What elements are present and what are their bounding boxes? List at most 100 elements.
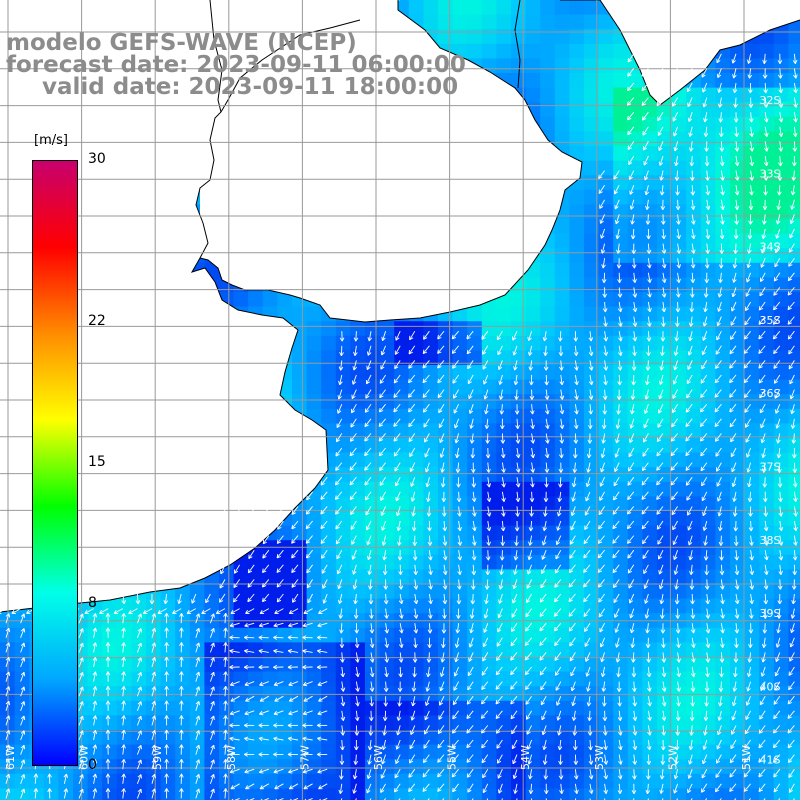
- wind-speed-cell: [452, 569, 468, 585]
- wind-speed-cell: [481, 14, 497, 30]
- wind-speed-cell: [700, 116, 716, 132]
- wind-speed-cell: [759, 189, 775, 205]
- colorbar-tick-label: 15: [88, 454, 106, 470]
- wind-speed-cell: [394, 540, 410, 556]
- wind-speed-cell: [554, 116, 570, 132]
- wind-speed-cell: [613, 306, 629, 322]
- wind-speed-cell: [408, 511, 424, 527]
- wind-speed-cell: [116, 730, 132, 746]
- latitude-label: 39S: [760, 607, 781, 620]
- wind-speed-cell: [686, 788, 702, 800]
- wind-speed-cell: [759, 160, 775, 176]
- wind-speed-cell: [525, 43, 541, 59]
- wind-speed-cell: [700, 262, 716, 278]
- wind-speed-cell: [730, 204, 746, 220]
- wind-speed-cell: [744, 292, 760, 308]
- wind-speed-cell: [452, 14, 468, 30]
- wind-speed-cell: [773, 146, 789, 162]
- wind-speed-cell: [569, 116, 585, 132]
- wind-speed-cell: [554, 262, 570, 278]
- wind-speed-cell: [540, 584, 556, 600]
- wind-speed-cell: [686, 102, 702, 118]
- wind-speed-cell: [759, 511, 775, 527]
- wind-speed-cell: [773, 277, 789, 293]
- wind-speed-cell: [423, 321, 439, 337]
- wind-speed-cell: [744, 87, 760, 103]
- wind-speed-cell: [277, 657, 293, 673]
- wind-speed-cell: [613, 131, 629, 147]
- wind-speed-cell: [657, 306, 673, 322]
- wind-speed-cell: [481, 29, 497, 45]
- wind-speed-cell: [773, 584, 789, 600]
- wind-speed-cell: [788, 189, 800, 205]
- wind-speed-cell: [248, 292, 264, 308]
- wind-speed-cell: [671, 204, 687, 220]
- wind-speed-cell: [686, 189, 702, 205]
- wind-speed-cell: [686, 394, 702, 410]
- wind-speed-cell: [496, 306, 512, 322]
- wind-speed-cell: [642, 204, 658, 220]
- wind-speed-cell: [467, 0, 483, 16]
- wind-speed-cell: [730, 569, 746, 585]
- wind-speed-cell: [759, 73, 775, 89]
- wind-speed-cell: [525, 773, 541, 789]
- wind-speed-cell: [467, 554, 483, 570]
- wind-speed-cell: [598, 788, 614, 800]
- wind-speed-cell: [379, 730, 395, 746]
- wind-speed-cell: [657, 116, 673, 132]
- latitude-label: 35S: [760, 314, 781, 327]
- wind-speed-cell: [788, 102, 800, 118]
- wind-speed-cell: [671, 219, 687, 235]
- wind-speed-cell: [584, 14, 600, 30]
- wind-speed-cell: [744, 219, 760, 235]
- wind-speed-cell: [379, 598, 395, 614]
- longitude-label: 55W: [446, 745, 459, 770]
- wind-speed-cell: [569, 759, 585, 775]
- wind-speed-cell: [569, 788, 585, 800]
- wind-speed-cell: [569, 292, 585, 308]
- longitude-label: 61W: [4, 745, 17, 770]
- wind-speed-cell: [423, 540, 439, 556]
- latitude-label: 38S: [760, 534, 781, 547]
- wind-speed-cell: [788, 233, 800, 249]
- wind-speed-cell: [321, 773, 337, 789]
- wind-speed-cell: [598, 686, 614, 702]
- latitude-label: 32S: [760, 94, 781, 107]
- wind-speed-cell: [292, 657, 308, 673]
- colorbar-tick-label: 8: [88, 595, 97, 612]
- wind-speed-cell: [467, 569, 483, 585]
- longitude-label: 52W: [666, 745, 679, 770]
- wind-speed-cell: [773, 160, 789, 176]
- wind-speed-cell: [773, 292, 789, 308]
- wind-speed-cell: [525, 29, 541, 45]
- wind-speed-cell: [335, 657, 351, 673]
- wind-speed-cell: [496, 642, 512, 658]
- wind-speed-cell: [584, 146, 600, 162]
- wind-speed-cell: [146, 686, 162, 702]
- wind-speed-cell: [467, 306, 483, 322]
- wind-speed-cell: [700, 219, 716, 235]
- wind-speed-cell: [554, 365, 570, 381]
- wind-speed-cell: [525, 73, 541, 89]
- wind-speed-cell: [730, 131, 746, 147]
- wind-speed-cell: [467, 686, 483, 702]
- wind-speed-cell: [306, 394, 322, 410]
- wind-speed-cell: [540, 525, 556, 541]
- wind-speed-cell: [467, 481, 483, 497]
- wind-speed-cell: [730, 511, 746, 527]
- wind-speed-cell: [496, 29, 512, 45]
- wind-speed-cell: [467, 657, 483, 673]
- wind-speed-cell: [788, 175, 800, 191]
- wind-speed-cell: [554, 671, 570, 687]
- wind-speed-cell: [773, 73, 789, 89]
- wind-speed-cell: [657, 292, 673, 308]
- wind-speed-cell: [511, 554, 527, 570]
- wind-speed-cell: [598, 43, 614, 59]
- wind-speed-cell: [496, 58, 512, 74]
- wind-speed-cell: [423, 0, 439, 16]
- wind-speed-cell: [715, 511, 731, 527]
- wind-speed-cell: [744, 306, 760, 322]
- wind-speed-cell: [642, 262, 658, 278]
- wind-speed-cell: [540, 394, 556, 410]
